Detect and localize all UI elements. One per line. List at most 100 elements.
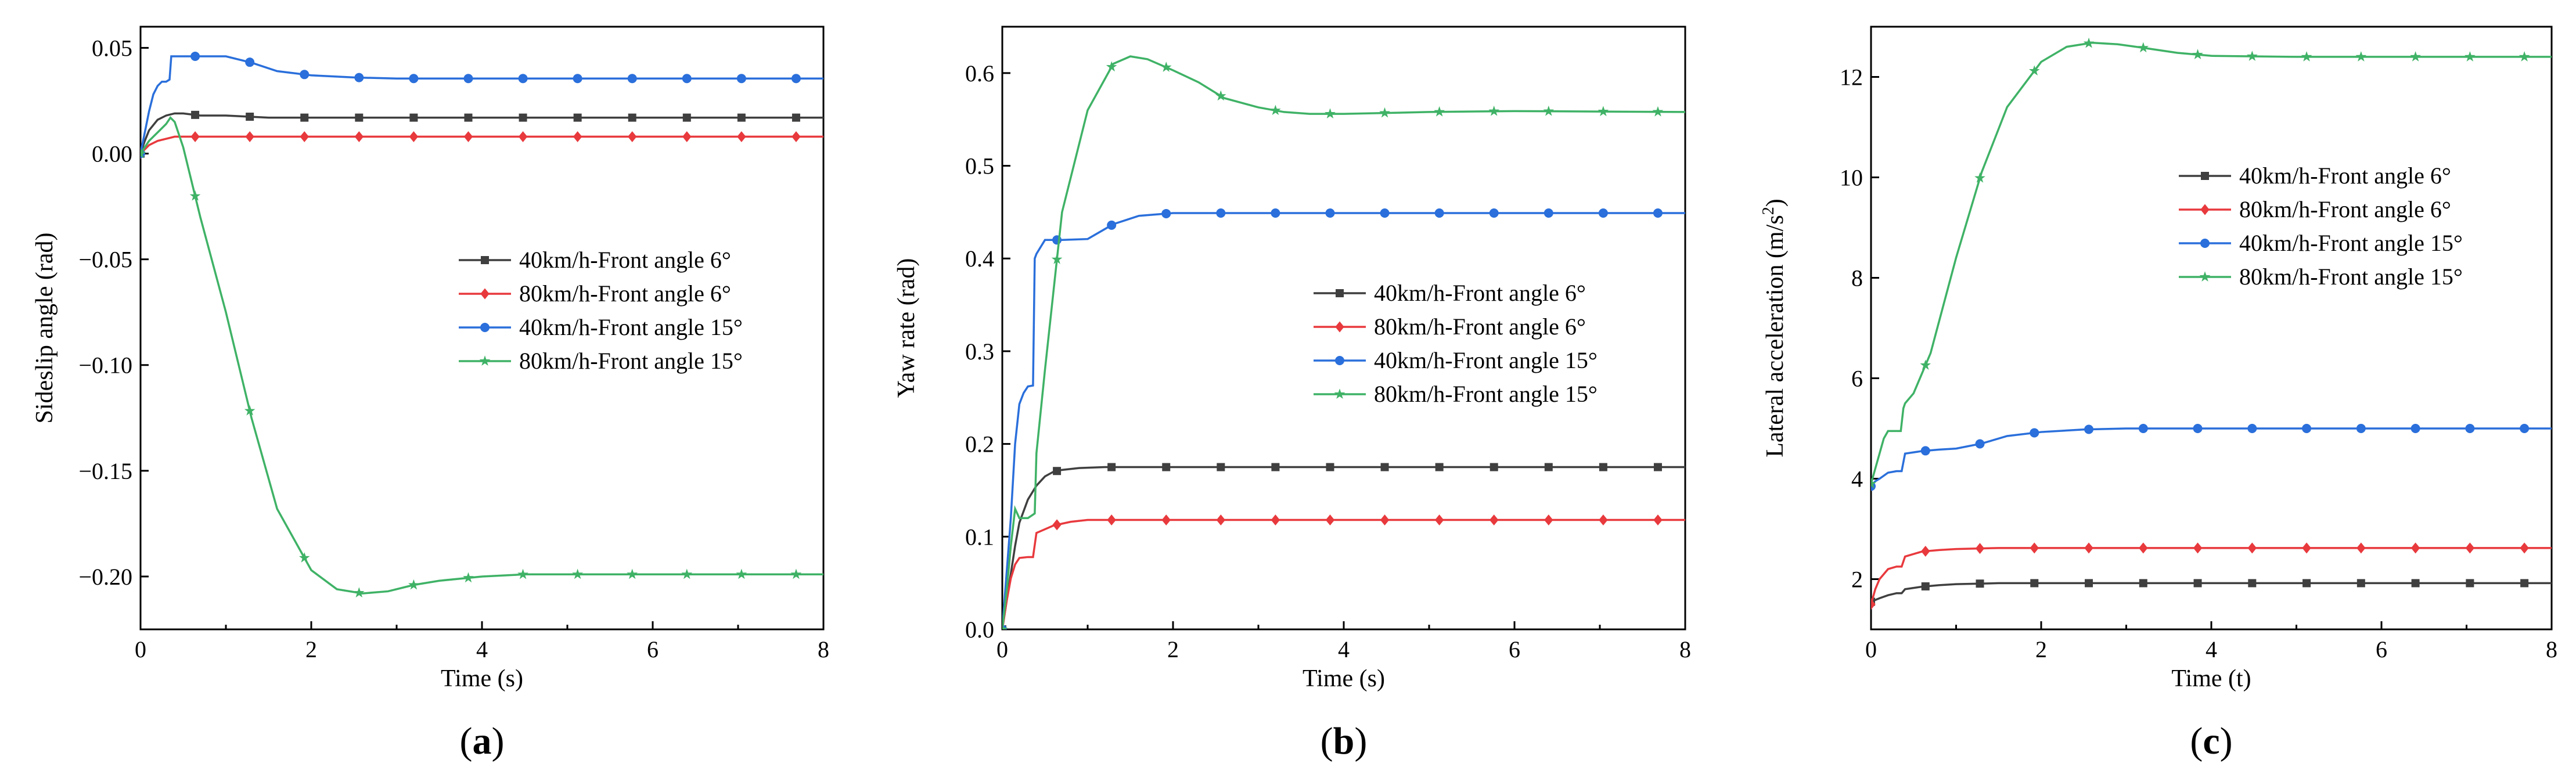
series-marker <box>2247 424 2257 433</box>
x-tick-label: 8 <box>818 636 829 662</box>
x-tick-label: 8 <box>2546 636 2557 662</box>
legend-marker <box>480 288 490 300</box>
series-marker <box>2084 424 2094 434</box>
y-tick-label: 8 <box>1851 265 1863 291</box>
series-marker <box>1975 543 1985 554</box>
series-marker <box>189 190 201 201</box>
series-marker <box>736 74 746 84</box>
series-line-4 <box>1871 41 2552 484</box>
series-marker <box>300 113 309 122</box>
series-marker <box>463 74 473 84</box>
x-tick-label: 2 <box>305 636 317 662</box>
panel-label: (a) <box>460 720 505 762</box>
series-markers-3 <box>141 51 801 159</box>
series-marker <box>518 131 528 142</box>
y-tick-label: 0.00 <box>92 141 132 167</box>
series-marker <box>791 131 801 142</box>
series-marker <box>1325 208 1335 218</box>
x-tick-label: 0 <box>996 636 1008 662</box>
y-tick-label: −0.05 <box>78 247 132 273</box>
series-marker <box>2410 542 2420 554</box>
series-marker <box>1325 108 1336 119</box>
series-marker <box>1871 599 1876 610</box>
series-line-2 <box>141 135 823 154</box>
legend-marker <box>480 323 490 332</box>
series-marker <box>2302 579 2311 588</box>
series-marker <box>1543 105 1555 116</box>
series-marker <box>1379 107 1390 118</box>
series-marker <box>409 113 418 122</box>
series-marker <box>737 113 746 122</box>
series-marker <box>244 405 256 416</box>
panel-label: (c) <box>2190 720 2232 762</box>
x-tick-label: 2 <box>1167 636 1179 662</box>
series-marker <box>1107 514 1116 526</box>
x-tick-label: 8 <box>1679 636 1691 662</box>
series-marker <box>354 73 364 82</box>
series-marker <box>2028 65 2040 76</box>
series-marker <box>190 51 200 61</box>
series-line-4 <box>1002 55 1685 629</box>
legend-marker <box>2199 271 2211 282</box>
series-marker <box>2138 424 2148 433</box>
series-line-1 <box>141 112 823 154</box>
series-group <box>1002 55 1685 629</box>
series-marker <box>1271 208 1280 218</box>
series-marker <box>1652 106 1664 117</box>
series-marker <box>464 113 473 122</box>
series-marker <box>681 568 693 579</box>
series-line-3 <box>1002 212 1685 629</box>
series-marker <box>409 131 419 142</box>
series-marker <box>408 579 419 590</box>
legend-entry: 80km/h-Front angle 6° <box>1374 314 1586 340</box>
series-markers-3 <box>1871 424 2530 491</box>
series-marker <box>2084 542 2093 554</box>
y-tick-label: 0.5 <box>965 153 994 179</box>
series-marker <box>2302 424 2312 433</box>
series-marker <box>2302 542 2311 554</box>
series-marker <box>1490 463 1498 471</box>
y-tick-label: 2 <box>1851 567 1863 593</box>
series-marker <box>2085 579 2093 588</box>
series-marker <box>190 131 200 142</box>
series-marker <box>791 74 801 84</box>
series-marker <box>1544 514 1553 526</box>
y-tick-label: 0.0 <box>965 617 994 643</box>
series-marker <box>2410 51 2421 62</box>
y-axis-title: Sideslip angle (rad) <box>31 233 58 424</box>
series-marker <box>682 113 691 122</box>
series-marker <box>519 113 527 122</box>
series-marker <box>2520 542 2529 554</box>
series-marker <box>191 110 200 119</box>
y-tick-label: 0.6 <box>965 60 994 87</box>
legend-entry: 40km/h-Front angle 15° <box>519 314 743 340</box>
series-marker <box>2030 579 2039 588</box>
legend-entry: 40km/h-Front angle 6° <box>519 247 731 273</box>
series-marker <box>1434 514 1444 526</box>
series-marker <box>1488 105 1500 116</box>
legend-marker <box>2200 239 2210 248</box>
series-markers-2 <box>1871 542 2529 610</box>
series-marker <box>2410 424 2420 433</box>
x-axis-title: Time (s) <box>1303 665 1385 692</box>
y-tick-label: 0.2 <box>965 431 994 458</box>
y-tick-label: 0.05 <box>92 35 132 61</box>
series-marker <box>2355 51 2367 62</box>
x-tick-label: 4 <box>2206 636 2217 662</box>
series-marker <box>1920 446 1930 456</box>
series-marker <box>2193 542 2203 554</box>
series-line-3 <box>1871 427 2552 487</box>
series-marker <box>300 70 310 80</box>
x-tick-label: 4 <box>476 636 488 662</box>
series-marker <box>1106 61 1117 72</box>
series-marker <box>573 74 582 84</box>
series-marker <box>463 131 473 142</box>
y-tick-label: 0.3 <box>965 338 994 365</box>
legend-marker <box>2200 204 2210 215</box>
series-marker <box>736 568 747 579</box>
y-tick-label: −0.10 <box>78 352 132 379</box>
series-marker <box>627 568 638 579</box>
series-marker <box>1489 208 1499 218</box>
series-marker <box>1326 463 1334 471</box>
